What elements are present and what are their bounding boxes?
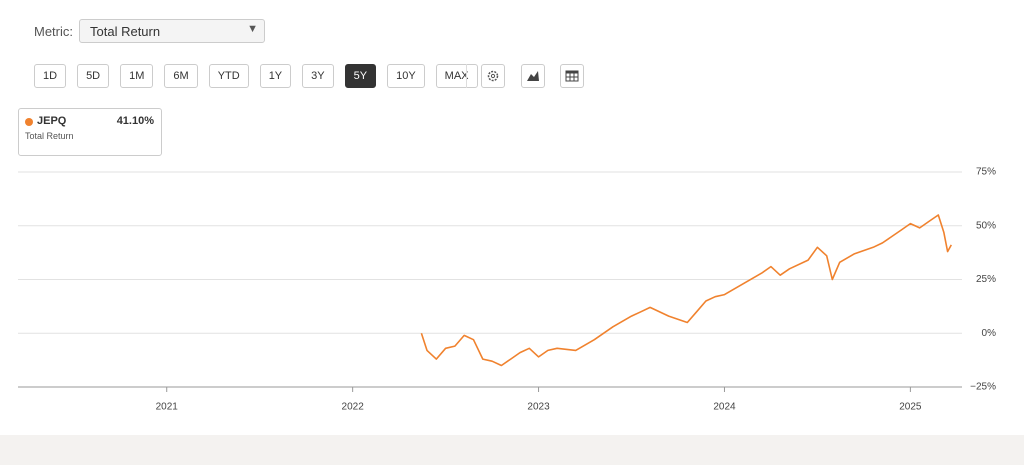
table-icon [565, 70, 579, 82]
y-tick-label: −25% [970, 382, 996, 393]
x-tick-label: 2025 [899, 402, 922, 413]
range-button[interactable]: 10Y [387, 64, 425, 88]
range-button[interactable]: 5Y [344, 64, 377, 88]
x-tick-label: 2022 [342, 402, 365, 413]
table-button[interactable] [560, 64, 584, 88]
metric-select[interactable]: Total Return ▼ [79, 19, 265, 43]
legend-name: JEPQ [37, 115, 67, 127]
y-tick-label: 25% [976, 274, 996, 285]
gear-icon [487, 70, 499, 82]
y-tick-label: 0% [982, 328, 997, 339]
line-series [420, 214, 953, 367]
metric-value: Total Return [90, 24, 161, 39]
divider [466, 64, 467, 88]
footer-bar [0, 435, 1024, 465]
settings-button[interactable] [481, 64, 505, 88]
range-button[interactable]: 5D [77, 64, 110, 88]
metric-label: Metric: [34, 24, 73, 39]
y-tick-label: 75% [976, 167, 996, 178]
area-icon [527, 71, 539, 81]
x-tick-label: 2021 [156, 402, 179, 413]
legend-value: 41.10% [116, 115, 154, 127]
range-button[interactable]: YTD [208, 64, 249, 88]
dropdown-arrow: ▼ [247, 23, 258, 35]
range-button[interactable]: 1M [120, 64, 154, 88]
legend-subtitle: Total Return [25, 131, 74, 141]
chart-type-button[interactable] [521, 64, 545, 88]
range-button[interactable]: 1D [34, 64, 67, 88]
x-tick-label: 2024 [713, 402, 736, 413]
range-button[interactable]: 1Y [259, 64, 292, 88]
x-tick-label: 2023 [527, 402, 550, 413]
range-button[interactable]: 6M [164, 64, 198, 88]
legend: JEPQ 41.10% Total Return [18, 108, 162, 156]
range-button[interactable]: 3Y [302, 64, 334, 88]
range-button[interactable]: MAX [435, 64, 478, 88]
legend-dot [25, 118, 33, 126]
range-buttons: 1D 5D 1M 6M YTD 1Y 3Y 5Y 10Y MAX [34, 64, 478, 88]
y-tick-label: 50% [976, 220, 996, 231]
